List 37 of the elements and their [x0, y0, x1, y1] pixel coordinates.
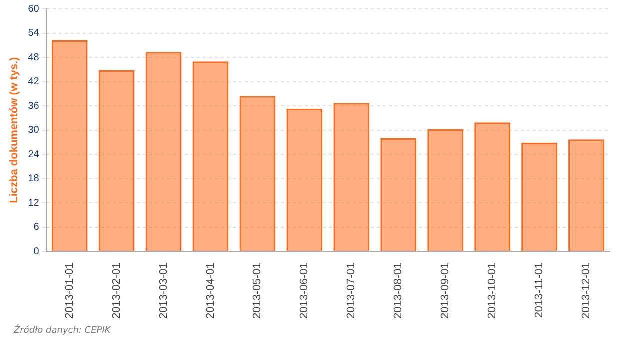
y-tick-label: 36	[28, 100, 40, 112]
bar	[240, 96, 276, 252]
x-tick-label: 2013-07-01	[346, 262, 358, 320]
y-tick-label: 42	[28, 76, 40, 88]
bar	[474, 122, 511, 252]
bar	[286, 108, 323, 252]
x-tick-label: 2013-04-01	[204, 262, 217, 320]
y-tick-label: 48	[28, 52, 40, 64]
x-tick-label: 2013-09-01	[440, 262, 452, 320]
x-tick-label: 2013-05-01	[252, 262, 264, 320]
bar	[192, 62, 229, 252]
y-tick-label: 24	[28, 149, 40, 160]
bar	[146, 52, 182, 252]
y-tick-label: 0	[34, 246, 40, 258]
y-axis-title: Liczba dokumentów (w tys.)	[8, 57, 21, 204]
x-tick-label: 2013-08-01	[392, 262, 405, 320]
y-tick-label: 12	[28, 198, 40, 209]
x-tick-label: 2013-06-01	[298, 262, 311, 320]
bar	[380, 138, 417, 252]
bar	[428, 130, 464, 252]
x-tick-label: 2013-02-01	[110, 262, 123, 320]
y-tick-label: 30	[28, 125, 40, 136]
y-tick-label: 60	[28, 4, 40, 15]
bar	[522, 142, 558, 252]
x-tick-label: 2013-01-01	[64, 262, 76, 320]
x-tick-label: 2013-10-01	[486, 262, 499, 320]
x-tick-label: 2013-03-01	[158, 262, 170, 320]
y-tick-label: 6	[34, 222, 40, 234]
bar	[568, 140, 604, 252]
y-tick-label: 18	[28, 174, 40, 185]
bar	[52, 40, 88, 252]
bar	[98, 70, 135, 252]
bar	[334, 103, 370, 252]
x-tick-label: 2013-12-01	[580, 262, 593, 320]
y-tick-label: 54	[28, 28, 40, 40]
x-tick-label: 2013-11-01	[534, 262, 546, 318]
text: Źródło danych: CEPIK	[14, 326, 111, 336]
